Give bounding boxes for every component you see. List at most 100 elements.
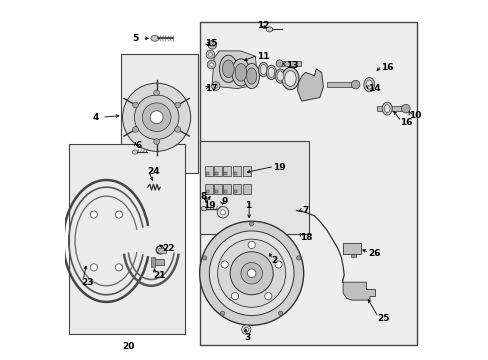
Circle shape bbox=[209, 63, 213, 66]
Circle shape bbox=[296, 256, 300, 260]
Circle shape bbox=[217, 207, 228, 218]
Ellipse shape bbox=[201, 207, 206, 211]
Circle shape bbox=[199, 221, 303, 325]
Text: 25: 25 bbox=[376, 314, 389, 323]
Circle shape bbox=[230, 252, 273, 295]
Ellipse shape bbox=[284, 71, 296, 86]
Bar bbox=[215, 190, 218, 193]
Bar bbox=[214, 184, 222, 194]
Text: 11: 11 bbox=[257, 52, 269, 61]
Text: 7: 7 bbox=[301, 206, 307, 215]
Circle shape bbox=[247, 269, 255, 278]
Bar bbox=[224, 172, 226, 175]
Circle shape bbox=[115, 264, 122, 271]
Ellipse shape bbox=[366, 80, 372, 89]
Ellipse shape bbox=[363, 77, 374, 92]
Bar bbox=[214, 166, 222, 176]
Circle shape bbox=[231, 293, 238, 300]
Circle shape bbox=[210, 43, 214, 46]
Text: 19: 19 bbox=[203, 201, 215, 210]
Bar bbox=[199, 22, 416, 345]
Circle shape bbox=[241, 325, 250, 334]
Text: 16: 16 bbox=[380, 63, 392, 72]
Ellipse shape bbox=[277, 71, 283, 81]
Bar bbox=[153, 259, 163, 265]
Bar bbox=[223, 184, 230, 194]
Text: 18: 18 bbox=[300, 233, 312, 242]
Circle shape bbox=[90, 211, 97, 218]
Text: 19: 19 bbox=[273, 163, 285, 172]
Polygon shape bbox=[297, 69, 323, 101]
Circle shape bbox=[278, 311, 283, 315]
Ellipse shape bbox=[222, 60, 234, 78]
Ellipse shape bbox=[281, 67, 298, 90]
Circle shape bbox=[153, 90, 159, 96]
Circle shape bbox=[241, 262, 262, 284]
Bar bbox=[351, 253, 355, 257]
Bar bbox=[376, 107, 405, 111]
Circle shape bbox=[132, 127, 138, 132]
Bar bbox=[343, 243, 360, 253]
Ellipse shape bbox=[260, 64, 266, 75]
Bar bbox=[234, 172, 237, 175]
Text: 15: 15 bbox=[204, 39, 217, 48]
Bar bbox=[204, 184, 212, 194]
Ellipse shape bbox=[235, 64, 246, 81]
Text: 14: 14 bbox=[367, 84, 380, 93]
Bar bbox=[279, 61, 301, 66]
Circle shape bbox=[142, 103, 171, 132]
Text: 24: 24 bbox=[147, 167, 160, 176]
Text: 16: 16 bbox=[400, 118, 412, 127]
Text: 5: 5 bbox=[132, 34, 139, 43]
Circle shape bbox=[207, 41, 216, 49]
Circle shape bbox=[132, 102, 138, 108]
Circle shape bbox=[244, 327, 248, 332]
Circle shape bbox=[134, 95, 179, 139]
Bar bbox=[242, 166, 250, 176]
Bar bbox=[223, 166, 230, 176]
Circle shape bbox=[249, 222, 253, 226]
Circle shape bbox=[175, 127, 180, 132]
Ellipse shape bbox=[219, 55, 237, 82]
Text: 8: 8 bbox=[200, 192, 206, 201]
Circle shape bbox=[207, 60, 215, 69]
Ellipse shape bbox=[244, 63, 259, 89]
Circle shape bbox=[202, 256, 206, 260]
Polygon shape bbox=[343, 282, 375, 300]
Circle shape bbox=[115, 211, 122, 218]
Bar bbox=[151, 257, 155, 267]
Text: 20: 20 bbox=[122, 342, 134, 351]
Text: 4: 4 bbox=[93, 113, 99, 122]
Circle shape bbox=[214, 84, 217, 88]
Bar bbox=[233, 166, 241, 176]
Text: 9: 9 bbox=[221, 197, 227, 206]
Ellipse shape bbox=[231, 59, 249, 86]
Ellipse shape bbox=[384, 105, 389, 113]
Text: 23: 23 bbox=[81, 278, 94, 287]
Circle shape bbox=[351, 80, 359, 89]
Bar bbox=[215, 172, 218, 175]
Circle shape bbox=[211, 82, 220, 90]
Bar bbox=[242, 184, 250, 194]
Bar bbox=[234, 190, 237, 193]
Bar bbox=[206, 172, 208, 175]
Ellipse shape bbox=[267, 67, 274, 77]
Text: 3: 3 bbox=[244, 333, 250, 342]
Circle shape bbox=[264, 293, 271, 300]
Circle shape bbox=[206, 50, 214, 59]
Ellipse shape bbox=[132, 150, 138, 154]
Ellipse shape bbox=[258, 62, 268, 77]
Circle shape bbox=[150, 111, 163, 124]
Circle shape bbox=[209, 231, 293, 316]
Text: 6: 6 bbox=[135, 141, 141, 150]
Ellipse shape bbox=[382, 102, 391, 115]
Bar bbox=[69, 144, 185, 334]
Bar bbox=[224, 190, 226, 193]
Circle shape bbox=[276, 60, 283, 67]
Text: 13: 13 bbox=[285, 61, 298, 70]
Bar bbox=[158, 248, 165, 253]
Text: 17: 17 bbox=[204, 84, 217, 93]
Ellipse shape bbox=[246, 68, 256, 84]
Circle shape bbox=[247, 241, 255, 248]
Polygon shape bbox=[212, 51, 257, 89]
